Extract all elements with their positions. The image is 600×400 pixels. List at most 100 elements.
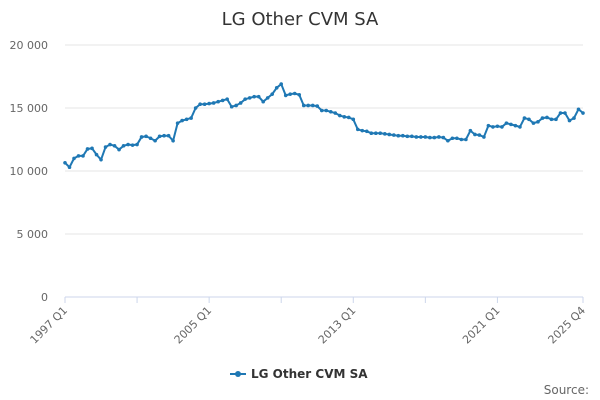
data-point[interactable] [554, 117, 558, 122]
data-point[interactable] [292, 91, 297, 96]
data-point[interactable] [112, 144, 117, 148]
data-point[interactable] [99, 157, 103, 162]
data-point[interactable] [369, 131, 374, 135]
data-point[interactable] [468, 128, 473, 133]
data-point[interactable] [202, 102, 207, 107]
data-point[interactable] [401, 133, 405, 138]
data-point[interactable] [383, 132, 387, 136]
data-point[interactable] [504, 121, 509, 125]
data-point[interactable] [396, 133, 401, 138]
data-point[interactable] [315, 104, 320, 108]
data-point[interactable] [243, 97, 247, 101]
data-point[interactable] [279, 82, 284, 86]
data-point[interactable] [576, 107, 581, 112]
data-point[interactable] [581, 111, 585, 115]
data-point[interactable] [310, 103, 315, 108]
data-point[interactable] [139, 135, 144, 139]
data-point[interactable] [184, 117, 189, 122]
data-point[interactable] [328, 109, 333, 114]
data-point[interactable] [364, 129, 369, 134]
data-point[interactable] [509, 122, 513, 127]
data-point[interactable] [477, 133, 482, 137]
data-point[interactable] [256, 94, 261, 99]
data-point[interactable] [297, 92, 302, 97]
data-point[interactable] [540, 116, 545, 120]
data-point[interactable] [117, 147, 121, 152]
data-point[interactable] [261, 99, 265, 104]
data-point[interactable] [175, 121, 180, 125]
data-point[interactable] [405, 134, 410, 139]
data-point[interactable] [324, 108, 329, 113]
data-point[interactable] [387, 132, 392, 137]
data-point[interactable] [85, 147, 90, 151]
data-point[interactable] [126, 142, 130, 147]
data-point[interactable] [238, 101, 243, 105]
data-point[interactable] [337, 113, 342, 118]
data-point[interactable] [319, 108, 324, 113]
data-point[interactable] [94, 152, 99, 157]
data-point[interactable] [135, 142, 139, 147]
data-point[interactable] [459, 137, 464, 142]
data-point[interactable] [432, 135, 437, 140]
data-point[interactable] [144, 134, 148, 139]
data-point[interactable] [419, 135, 423, 139]
data-point[interactable] [166, 133, 171, 138]
data-point[interactable] [567, 118, 572, 123]
data-point[interactable] [491, 125, 495, 129]
data-point[interactable] [392, 133, 396, 137]
data-point[interactable] [76, 154, 81, 158]
data-point[interactable] [270, 92, 275, 96]
data-point[interactable] [288, 92, 293, 96]
data-point[interactable] [410, 134, 414, 139]
data-point[interactable] [153, 138, 157, 143]
data-point[interactable] [441, 135, 446, 140]
data-point[interactable] [72, 156, 76, 161]
data-point[interactable] [522, 116, 527, 120]
data-point[interactable] [355, 127, 360, 132]
data-point[interactable] [450, 136, 455, 141]
data-point[interactable] [446, 138, 450, 143]
data-point[interactable] [130, 143, 135, 147]
data-point[interactable] [482, 135, 486, 139]
data-point[interactable] [252, 94, 256, 99]
data-point[interactable] [549, 117, 554, 122]
data-point[interactable] [500, 125, 504, 129]
data-point[interactable] [63, 161, 67, 165]
data-point[interactable] [247, 96, 252, 100]
data-point[interactable] [572, 116, 576, 120]
data-point[interactable] [229, 104, 234, 109]
data-point[interactable] [274, 86, 279, 90]
data-point[interactable] [513, 123, 518, 128]
data-point[interactable] [423, 135, 428, 139]
data-point[interactable] [428, 135, 432, 140]
data-point[interactable] [189, 116, 193, 120]
data-point[interactable] [216, 99, 220, 104]
data-point[interactable] [351, 117, 356, 122]
data-point[interactable] [558, 111, 563, 115]
data-point[interactable] [90, 146, 94, 151]
data-point[interactable] [473, 132, 477, 137]
data-point[interactable] [108, 142, 112, 147]
data-point[interactable] [527, 117, 531, 122]
data-point[interactable] [225, 97, 229, 101]
data-point[interactable] [360, 128, 365, 133]
data-point[interactable] [414, 135, 419, 139]
data-point[interactable] [531, 121, 536, 125]
data-point[interactable] [121, 144, 126, 148]
data-point[interactable] [193, 106, 198, 110]
data-point[interactable] [545, 115, 549, 120]
data-point[interactable] [283, 93, 288, 98]
data-point[interactable] [180, 118, 184, 123]
data-point[interactable] [437, 135, 441, 139]
data-point[interactable] [378, 131, 383, 135]
data-point[interactable] [333, 111, 338, 115]
data-point[interactable] [162, 133, 166, 138]
data-point[interactable] [198, 102, 202, 107]
data-point[interactable] [464, 137, 468, 142]
data-point[interactable] [67, 165, 72, 170]
data-point[interactable] [563, 111, 567, 115]
data-point[interactable] [234, 103, 238, 108]
legend[interactable]: LG Other CVM SA [230, 367, 368, 381]
data-point[interactable] [486, 123, 491, 128]
data-point[interactable] [301, 103, 306, 108]
